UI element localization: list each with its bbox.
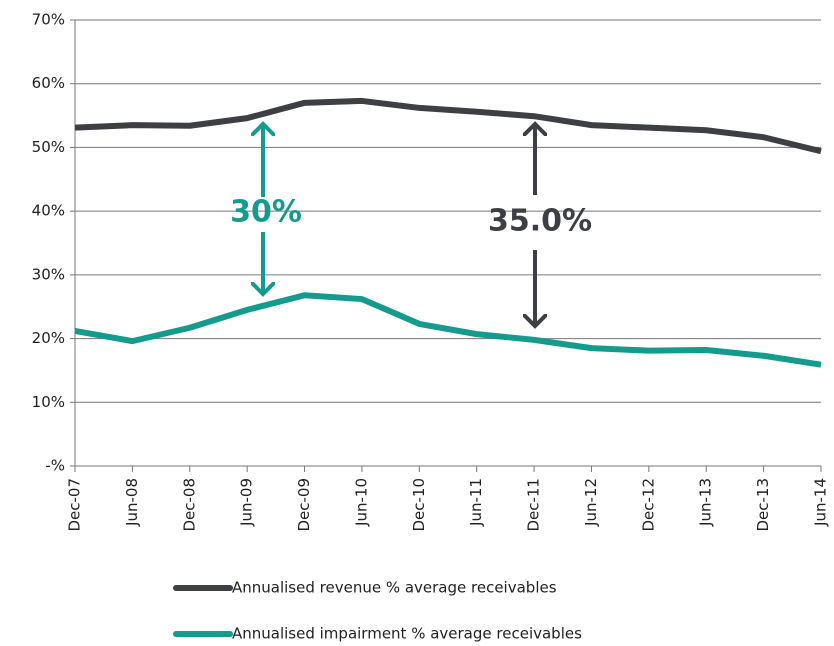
y-tick-label: 50%	[32, 138, 65, 156]
x-tick-label: Dec-13	[754, 478, 772, 532]
annotation-30: 30%	[230, 124, 302, 294]
series-line	[74, 97, 822, 155]
y-tick-label: 30%	[32, 265, 65, 283]
x-tick-label: Dec-10	[410, 478, 428, 532]
y-tick-label: 70%	[32, 11, 65, 29]
x-tick-label: Dec-11	[525, 478, 543, 532]
annotation: 30%	[230, 195, 302, 230]
x-tick-label: Jun-11	[467, 478, 485, 527]
series-line	[74, 292, 822, 368]
legend-label: Annualised impairment % average receivab…	[232, 625, 582, 643]
y-tick-label: 40%	[32, 202, 65, 220]
x-tick-label: Dec-07	[66, 478, 84, 532]
annotation: 35.0%	[488, 204, 592, 239]
plot-area: -% 10% 20% 30% 40% 50% 60% 70% Dec-07 Jun-08 Dec-0…	[32, 11, 830, 532]
x-tick-label: Dec-12	[639, 478, 657, 532]
x-tick-label: Jun-13	[697, 478, 715, 527]
x-tick-label: Jun-10	[352, 478, 370, 527]
y-tick-label: 20%	[32, 329, 65, 347]
x-tick-label: Dec-08	[180, 478, 198, 532]
annotation-35: 35.0%	[488, 124, 592, 326]
legend-label: Annualised revenue % average receivables	[232, 579, 557, 597]
x-tick-label: Jun-09	[238, 478, 256, 527]
y-tick-label: -%	[45, 457, 65, 475]
x-tick-label: Jun-08	[123, 478, 141, 527]
x-tick-label: Jun-12	[582, 478, 600, 527]
x-tick-label: Dec-09	[295, 478, 313, 532]
y-tick-label: 60%	[32, 74, 65, 92]
y-tick-label: 10%	[32, 393, 65, 411]
x-tick-label: Jun-14	[812, 478, 830, 527]
